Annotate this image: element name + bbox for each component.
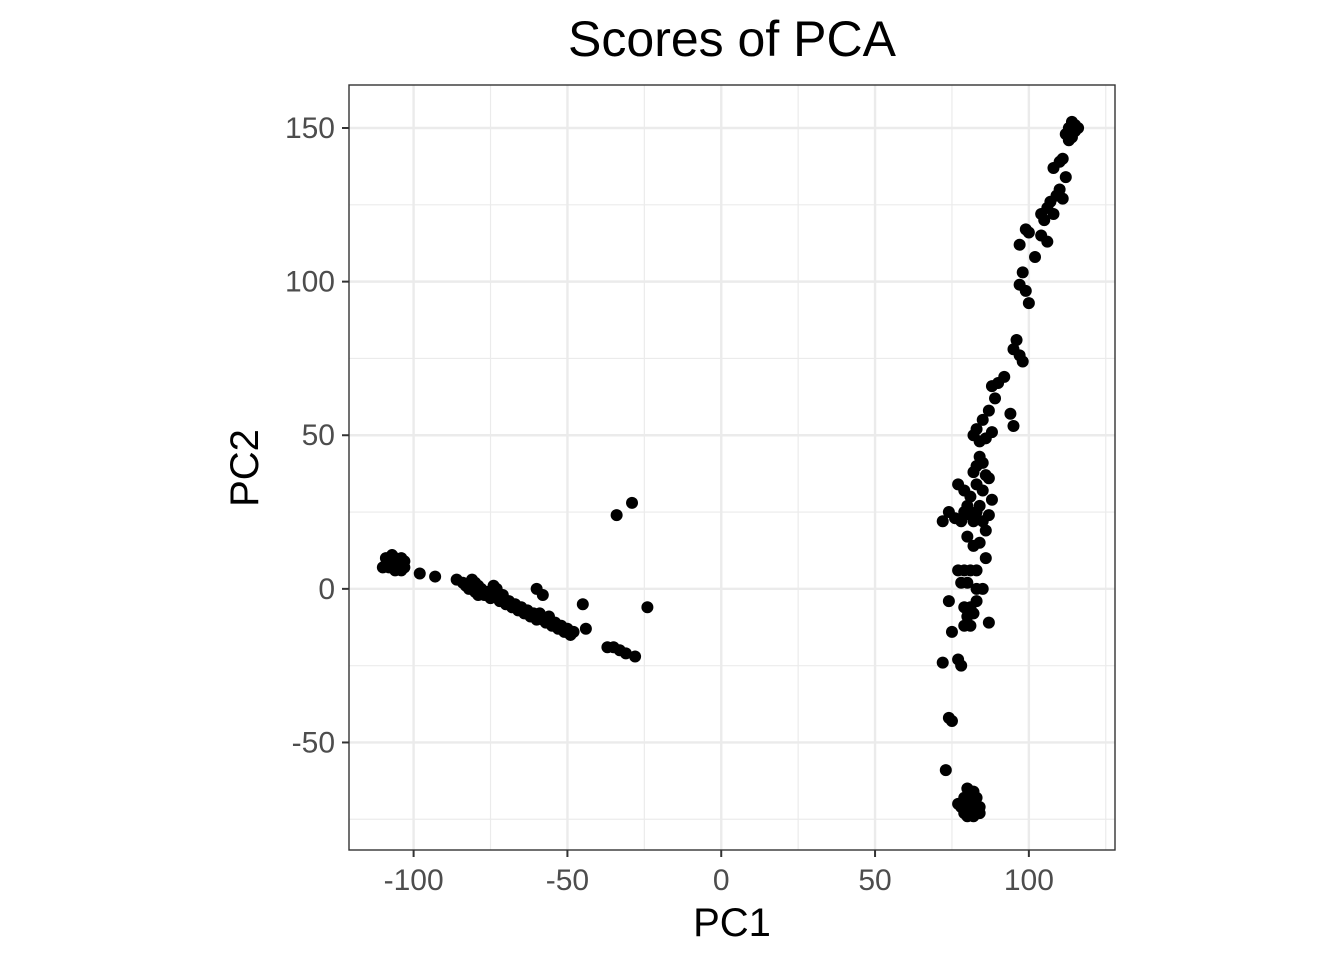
- y-tick-label: -50: [292, 726, 335, 759]
- data-point: [626, 496, 639, 509]
- data-point: [579, 622, 592, 635]
- data-point: [961, 499, 974, 512]
- data-point: [389, 558, 402, 571]
- x-tick-label: 0: [713, 864, 730, 897]
- data-point: [576, 598, 589, 611]
- data-point: [976, 456, 989, 469]
- axis-ticks: -100 -50 0 50 100 -50 0 50 100 150: [285, 112, 1054, 897]
- x-tick-label: -100: [384, 864, 444, 897]
- data-point: [970, 423, 983, 436]
- data-point: [967, 515, 980, 528]
- chart-title: Scores of PCA: [568, 11, 897, 67]
- data-point: [1056, 152, 1069, 165]
- x-tick-label: 100: [1004, 864, 1054, 897]
- data-point: [942, 595, 955, 608]
- data-point: [1069, 118, 1082, 131]
- data-point: [973, 499, 986, 512]
- data-point: [945, 625, 958, 638]
- y-tick-label: 50: [302, 419, 335, 452]
- data-point: [629, 650, 642, 663]
- data-point: [976, 484, 989, 497]
- data-point: [961, 576, 974, 589]
- data-point: [413, 567, 426, 580]
- data-point: [1053, 183, 1066, 196]
- grid-lines: [349, 85, 1115, 850]
- data-point: [979, 552, 992, 565]
- data-point: [1038, 214, 1051, 227]
- x-axis-title: PC1: [693, 901, 771, 945]
- plot-panel-border: [348, 84, 1116, 851]
- data-point: [961, 530, 974, 543]
- data-point: [1007, 420, 1020, 433]
- data-point: [398, 561, 411, 574]
- data-point: [1029, 251, 1042, 264]
- data-point: [1047, 208, 1060, 221]
- data-point: [1019, 284, 1032, 297]
- data-point: [376, 561, 389, 574]
- data-point: [567, 625, 580, 638]
- data-point: [970, 595, 983, 608]
- data-point: [976, 582, 989, 595]
- data-point: [1022, 226, 1035, 239]
- data-point: [939, 764, 952, 777]
- data-point: [1041, 235, 1054, 248]
- data-point: [1022, 297, 1035, 310]
- x-tick-label: 50: [858, 864, 891, 897]
- data-point: [619, 647, 632, 660]
- data-point: [979, 524, 992, 537]
- data-point: [998, 370, 1011, 383]
- data-point: [964, 619, 977, 632]
- data-point: [985, 493, 998, 506]
- data-points: [376, 115, 1085, 823]
- data-point: [967, 804, 980, 817]
- data-point: [936, 656, 949, 669]
- data-point: [1062, 134, 1075, 147]
- data-point: [989, 392, 1002, 405]
- data-point: [970, 564, 983, 577]
- data-point: [1016, 266, 1029, 279]
- data-point: [952, 797, 965, 810]
- data-point: [973, 536, 986, 549]
- data-point: [979, 469, 992, 482]
- y-tick-label: 100: [285, 266, 335, 299]
- data-point: [1004, 407, 1017, 420]
- x-tick-label: -50: [546, 864, 589, 897]
- data-point: [955, 659, 968, 672]
- data-point: [945, 714, 958, 727]
- data-point: [982, 509, 995, 522]
- data-point: [955, 515, 968, 528]
- data-point: [976, 413, 989, 426]
- data-point: [985, 426, 998, 439]
- data-point: [1016, 355, 1029, 368]
- data-point: [1013, 238, 1026, 251]
- y-axis-title: PC2: [223, 429, 267, 507]
- data-point: [610, 509, 623, 522]
- y-tick-label: 0: [318, 573, 335, 606]
- data-point: [982, 404, 995, 417]
- data-point: [964, 794, 977, 807]
- data-point: [429, 570, 442, 583]
- data-point: [1059, 171, 1072, 184]
- data-point: [641, 601, 654, 614]
- data-point: [1056, 192, 1069, 205]
- data-point: [1010, 334, 1023, 346]
- data-point: [964, 490, 977, 503]
- data-point: [536, 589, 549, 601]
- y-tick-label: 150: [285, 112, 335, 145]
- data-point: [936, 515, 949, 528]
- data-point: [982, 616, 995, 629]
